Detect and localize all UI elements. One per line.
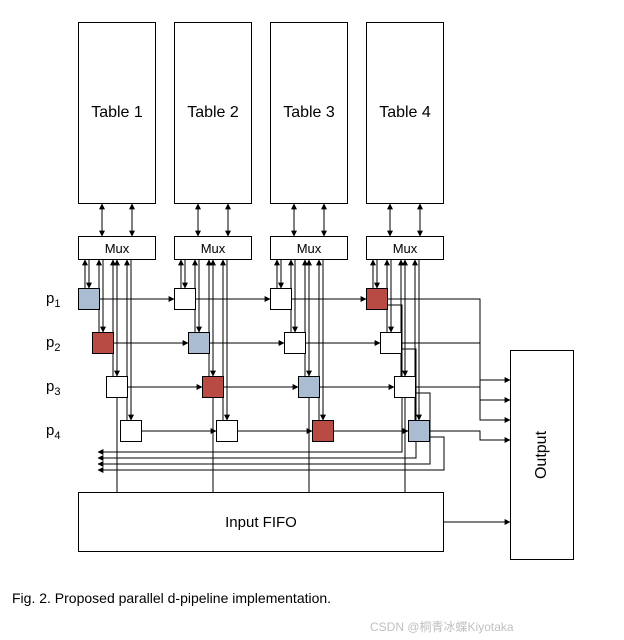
diagram-stage: Table 1 Table 2 Table 3 Table 4 Mux Mux …: [0, 0, 624, 640]
mux-4: Mux: [366, 236, 444, 260]
p4-label: p4: [46, 422, 60, 442]
grid-cell-r1-c4: [366, 288, 388, 310]
input-fifo: Input FIFO: [78, 492, 444, 552]
output-box: Output: [510, 350, 574, 560]
grid-cell-r2-c1: [92, 332, 114, 354]
grid-cell-r3-c1: [106, 376, 128, 398]
table-2-label: Table 2: [187, 104, 239, 122]
p3-label: p3: [46, 378, 60, 398]
table-4-label: Table 4: [379, 104, 431, 122]
grid-cell-r2-c4: [380, 332, 402, 354]
table-4: Table 4: [366, 22, 444, 204]
p2-label: p2: [46, 334, 60, 354]
table-1-label: Table 1: [91, 104, 143, 122]
grid-cell-r2-c2: [188, 332, 210, 354]
table-2: Table 2: [174, 22, 252, 204]
grid-cell-r1-c3: [270, 288, 292, 310]
mux-1: Mux: [78, 236, 156, 260]
grid-cell-r4-c4: [408, 420, 430, 442]
mux-2: Mux: [174, 236, 252, 260]
grid-cell-r3-c4: [394, 376, 416, 398]
grid-cell-r3-c3: [298, 376, 320, 398]
grid-cell-r4-c3: [312, 420, 334, 442]
grid-cell-r2-c3: [284, 332, 306, 354]
mux-3: Mux: [270, 236, 348, 260]
table-3: Table 3: [270, 22, 348, 204]
grid-cell-r4-c1: [120, 420, 142, 442]
mux-2-label: Mux: [201, 241, 226, 256]
table-3-label: Table 3: [283, 104, 335, 122]
grid-cell-r1-c1: [78, 288, 100, 310]
grid-cell-r1-c2: [174, 288, 196, 310]
figure-caption: Fig. 2. Proposed parallel d-pipeline imp…: [12, 590, 331, 606]
mux-3-label: Mux: [297, 241, 322, 256]
grid-cell-r3-c2: [202, 376, 224, 398]
mux-1-label: Mux: [105, 241, 130, 256]
p1-label: p1: [46, 290, 60, 310]
table-1: Table 1: [78, 22, 156, 204]
watermark-text: CSDN @桐青冰蝶Kiyotaka: [370, 618, 514, 635]
input-fifo-label: Input FIFO: [225, 514, 297, 531]
mux-4-label: Mux: [393, 241, 418, 256]
output-label: Output: [533, 431, 551, 479]
grid-cell-r4-c2: [216, 420, 238, 442]
